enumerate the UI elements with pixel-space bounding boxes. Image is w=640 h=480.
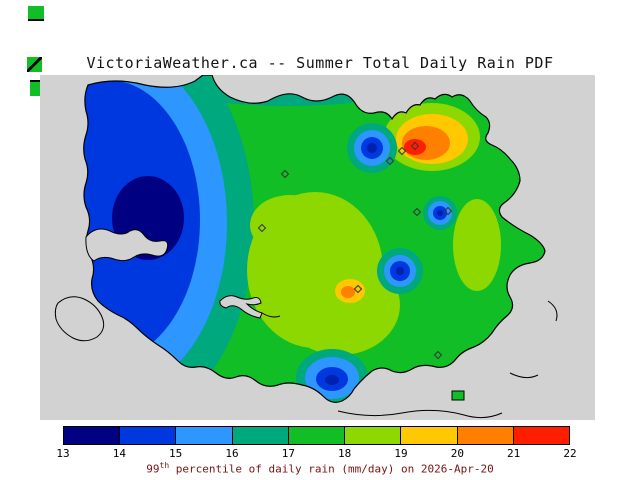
coastline-fragment-southeast bbox=[509, 372, 539, 379]
coastline-fragment-east bbox=[547, 300, 558, 322]
colorbar-segment bbox=[512, 427, 569, 444]
colorbar-segment bbox=[456, 427, 513, 444]
colorbar-tick-label: 17 bbox=[281, 447, 295, 460]
station-marker bbox=[257, 223, 267, 233]
colorbar-tick-label: 22 bbox=[563, 447, 577, 460]
colorbar-segment bbox=[287, 427, 345, 444]
station-marker bbox=[397, 146, 407, 156]
station-marker bbox=[443, 206, 453, 216]
station-marker bbox=[353, 284, 363, 294]
contour-orange-central bbox=[341, 286, 355, 298]
colorbar-tick-label: 19 bbox=[394, 447, 408, 460]
colorbar-segment bbox=[175, 427, 232, 444]
contour-blue-west bbox=[83, 80, 200, 360]
colorbar-tick-label: 21 bbox=[507, 447, 521, 460]
colorbar-tick-label: 16 bbox=[225, 447, 239, 460]
contour-teal-topband bbox=[188, 76, 388, 106]
colorbar bbox=[63, 426, 570, 445]
caption-text: percentile of daily rain (mm/day) on 202… bbox=[169, 462, 494, 476]
page-title: VictoriaWeather.ca -- Summer Total Daily… bbox=[86, 54, 554, 72]
map-plot bbox=[40, 75, 595, 420]
colorbar-tick-label: 13 bbox=[56, 447, 70, 460]
station-marker bbox=[410, 141, 420, 151]
contour-blue-spot bbox=[437, 210, 443, 216]
contour-fills bbox=[83, 75, 545, 403]
contour-blue-spot bbox=[396, 267, 404, 275]
station-markers bbox=[257, 141, 453, 360]
colorbar-tick-label: 15 bbox=[169, 447, 183, 460]
colorbar-tick-label: 18 bbox=[338, 447, 352, 460]
inlet-gorge-channel bbox=[261, 312, 281, 318]
map-edge-fragment bbox=[28, 6, 44, 21]
station-marker bbox=[280, 169, 290, 179]
coastline-southwest-land bbox=[54, 296, 105, 342]
contour-yellowgreen-central bbox=[250, 195, 330, 255]
coastline-outline bbox=[83, 75, 546, 403]
colorbar-segment bbox=[400, 427, 457, 444]
colorbar-segment bbox=[344, 427, 401, 444]
caption-superscript: th bbox=[159, 461, 170, 470]
islet bbox=[451, 390, 465, 401]
colorbar-segment bbox=[64, 427, 120, 444]
station-marker bbox=[433, 350, 443, 360]
contour-blue-spot bbox=[367, 143, 377, 153]
map-edge-fragment bbox=[27, 57, 42, 72]
colorbar-segment bbox=[231, 427, 288, 444]
contour-red-ne bbox=[404, 139, 426, 155]
colorbar-tick-label: 20 bbox=[450, 447, 464, 460]
colorbar-segment bbox=[119, 427, 176, 444]
station-marker bbox=[385, 156, 395, 166]
coastline-fragment-south bbox=[337, 409, 503, 419]
station-marker bbox=[412, 207, 422, 217]
colorbar-ticks: 13 14 15 16 17 18 19 20 21 22 bbox=[56, 447, 576, 460]
colorbar-tick-label: 14 bbox=[112, 447, 126, 460]
contour-blue-south bbox=[325, 375, 339, 385]
contour-map bbox=[54, 75, 558, 419]
inlet-sooke-basin bbox=[85, 228, 169, 262]
colorbar-caption: 99th percentile of daily rain (mm/day) o… bbox=[0, 461, 640, 476]
contour-yellowgreen-central bbox=[280, 255, 400, 355]
inlet-harbour bbox=[219, 295, 263, 319]
caption-value: 99 bbox=[146, 462, 160, 476]
contour-yellowgreen-east bbox=[453, 199, 501, 291]
